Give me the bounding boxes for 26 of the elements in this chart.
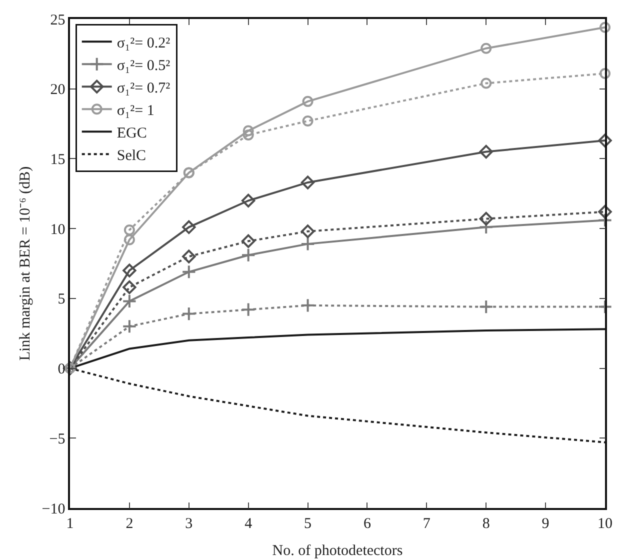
x-tick-label: 1: [66, 516, 74, 532]
y-tick-label: −10: [42, 501, 66, 518]
y-tick-label: 20: [50, 82, 66, 98]
y-tick-label: 10: [50, 222, 66, 238]
x-tick-label: 9: [542, 516, 550, 532]
y-axis-title: Link margin at BER = 10⁻⁶ (dB): [18, 166, 34, 361]
legend-label: EGC: [116, 125, 147, 142]
y-tick-label: 5: [58, 292, 66, 308]
y-tick-label: −5: [49, 431, 66, 448]
x-tick-label: 8: [482, 516, 490, 532]
legend-label: SelC: [116, 148, 146, 164]
y-tick-label: 0: [58, 362, 66, 378]
legend-label: σ₁²= 0.5²: [116, 58, 171, 74]
y-tick-label: 25: [50, 12, 66, 28]
x-tick-label: 6: [363, 516, 372, 532]
legend-label: σ₁²= 0.2²: [116, 35, 171, 52]
y-tick-label: 15: [50, 152, 66, 168]
legend-label: σ₁²= 0.7²: [116, 80, 171, 96]
x-axis-title: No. of photodetectors: [272, 543, 403, 559]
legend-label: σ₁²= 1: [116, 102, 154, 119]
x-tick-label: 3: [185, 516, 193, 532]
x-tick-label: 2: [126, 516, 134, 532]
x-tick-label: 7: [422, 516, 431, 532]
x-tick-label: 10: [598, 516, 612, 532]
x-tick-label: 4: [244, 516, 253, 532]
x-tick-label: 5: [304, 516, 312, 532]
